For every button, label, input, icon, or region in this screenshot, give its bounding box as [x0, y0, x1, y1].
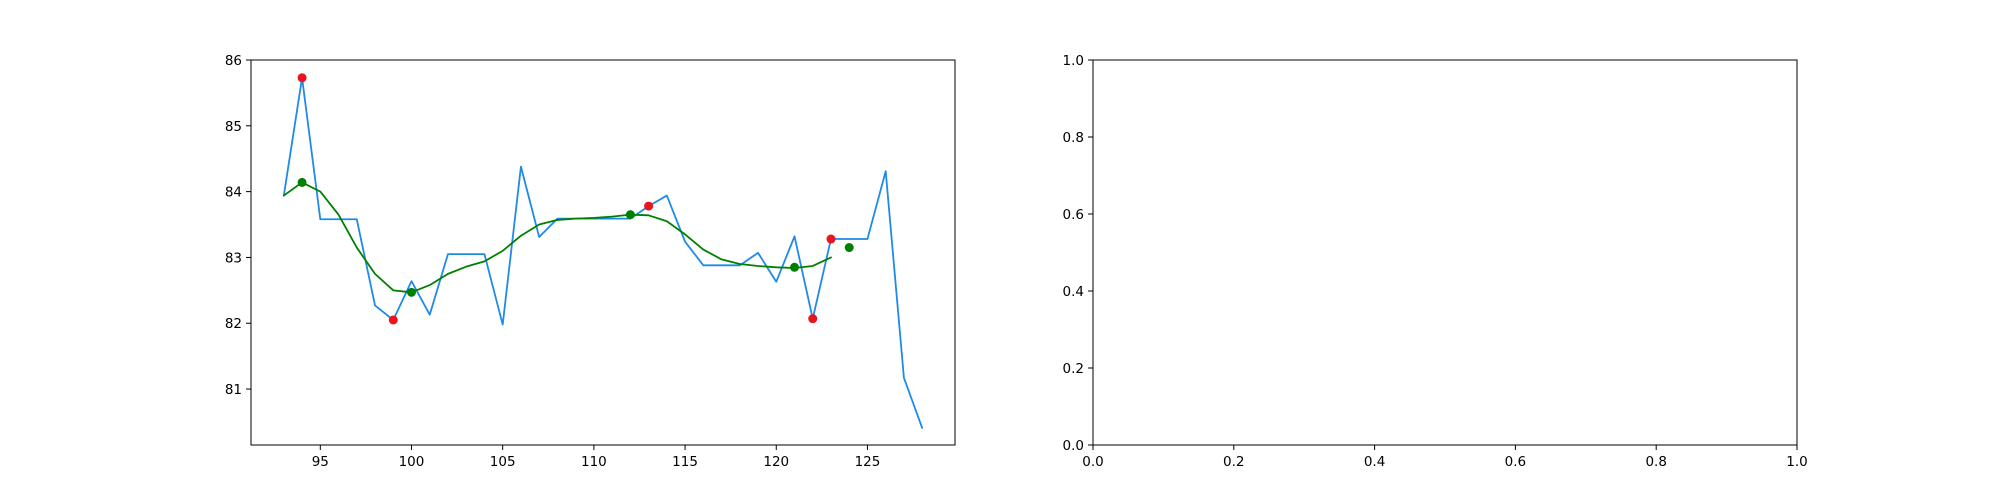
chart-right-empty: 0.0 0.2 0.4 0.6 0.8 1.0 0.0 0.2 0.4 0.6 0.8 1.0 — [1063, 53, 1808, 470]
y-tick-label: 84 — [225, 185, 242, 201]
axes-frame — [1092, 59, 1798, 446]
y-tick-label: 0.2 — [1063, 361, 1084, 377]
x-tick-label: 120 — [763, 454, 789, 470]
chart-left: 95 100 105 110 115 120 125 81 82 83 84 85 86 — [225, 53, 956, 470]
x-tick-label: 1.0 — [1786, 454, 1807, 470]
y-tick-label: 86 — [225, 53, 242, 69]
x-tick-label: 125 — [855, 454, 881, 470]
x-tick-label: 110 — [581, 454, 607, 470]
x-tick-label: 0.4 — [1364, 454, 1385, 470]
y-tick-label: 0.4 — [1063, 284, 1084, 300]
x-tick-label: 0.2 — [1223, 454, 1244, 470]
series-3-point-4 — [844, 243, 854, 253]
x-tick-label: 0.8 — [1645, 454, 1666, 470]
axes-frame — [250, 59, 956, 446]
series-3-point-1 — [407, 287, 416, 297]
series-3-point-3 — [790, 262, 799, 272]
series-2-point-2 — [644, 201, 654, 211]
series-2-point-4 — [826, 234, 836, 244]
y-tick-label: 0.0 — [1063, 438, 1084, 454]
y-tick-label: 81 — [225, 382, 242, 398]
y-tick-label: 85 — [225, 119, 242, 135]
x-tick-label: 105 — [490, 454, 516, 470]
series-2-point-1 — [388, 315, 398, 325]
y-tick-label: 83 — [225, 250, 242, 266]
series-2-point-0 — [297, 73, 307, 83]
x-tick-label: 0.0 — [1082, 454, 1103, 470]
series-2-point-3 — [808, 314, 818, 324]
y-tick-label: 82 — [225, 316, 242, 332]
series-1-line — [282, 181, 832, 294]
series-3-point-0 — [297, 177, 307, 187]
x-tick-label: 95 — [312, 454, 329, 470]
y-tick-label: 0.6 — [1063, 207, 1084, 223]
x-tick-label: 0.6 — [1505, 454, 1526, 470]
series-3-point-2 — [625, 210, 635, 220]
y-tick-label: 0.8 — [1063, 130, 1084, 146]
x-tick-label: 100 — [399, 454, 425, 470]
x-tick-label: 115 — [672, 454, 698, 470]
y-tick-label: 1.0 — [1063, 53, 1084, 69]
